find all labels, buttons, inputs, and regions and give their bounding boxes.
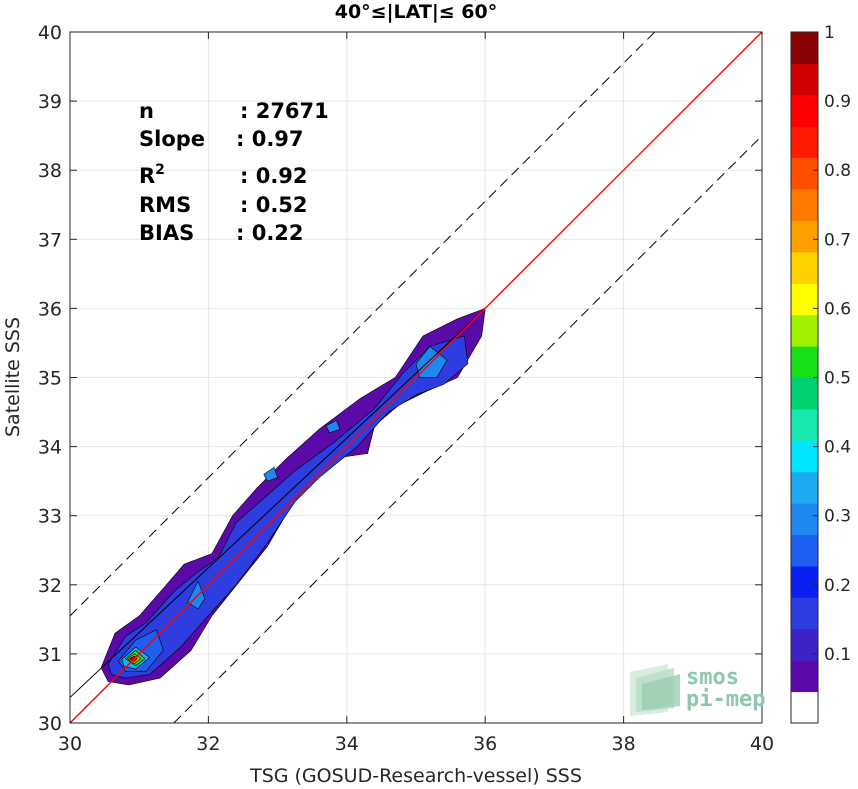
y-tick-label-2: 32: [38, 575, 62, 597]
density-contour-1: [107, 335, 469, 679]
colorbar-segment-12: [791, 314, 818, 347]
smos-pimep-logo: smos pi-mep: [630, 664, 765, 716]
y-tick-label-1: 31: [38, 644, 62, 666]
offset-line-0: [69, 31, 656, 617]
reference-lines: [69, 31, 763, 724]
stat-label-2: R2: [139, 162, 165, 188]
y-tick-label-6: 36: [38, 298, 62, 320]
colorbar-segment-20: [791, 63, 818, 96]
y-tick-label-0: 30: [38, 713, 62, 735]
x-tick-label-2: 34: [335, 733, 359, 755]
stat-label-0: n: [139, 99, 154, 123]
y-tick-label-5: 35: [38, 368, 62, 390]
x-tick-label-3: 36: [473, 733, 497, 755]
stat-label-4: BIAS: [139, 221, 194, 245]
logo-text-top: smos: [686, 665, 739, 690]
colorbar-tick-label-1: 0.2: [824, 576, 851, 596]
identity-line: [69, 31, 763, 724]
x-axis-label: TSG (GOSUD-Research-vessel) SSS: [249, 765, 582, 787]
y-tick-label-10: 40: [38, 22, 62, 44]
colorbar-segment-0: [791, 691, 818, 724]
x-tick-label-0: 30: [58, 733, 82, 755]
stat-label-1: Slope: [139, 127, 205, 151]
stat-superscript-2: 2: [155, 162, 165, 178]
x-tick-label-4: 38: [612, 733, 636, 755]
colorbar-segment-3: [791, 597, 818, 630]
colorbar-tick-label-3: 0.4: [824, 438, 851, 458]
fit-line: [69, 308, 486, 698]
colorbar-tick-label-5: 0.6: [824, 299, 851, 319]
y-tick-label-4: 34: [38, 437, 62, 459]
y-tick-label-3: 33: [38, 506, 62, 528]
density-hotspot-2: [325, 419, 341, 434]
stat-value-3: : 0.52: [240, 193, 308, 217]
colorbar-segment-14: [791, 251, 818, 284]
stat-value-1: : 0.97: [236, 127, 304, 151]
colorbar-segment-7: [791, 471, 818, 504]
colorbar-tick-label-2: 0.3: [824, 507, 851, 527]
colorbar: 0.1 0.2 0.3 0.4 0.5 0.6 0.7 0.8 0.9 1: [790, 23, 851, 724]
colorbar-segment-8: [791, 440, 818, 473]
density-contours: [100, 308, 486, 686]
logo-wave-icon: [630, 664, 680, 716]
colorbar-segment-5: [791, 534, 818, 567]
colorbar-tick-label-6: 0.7: [824, 230, 851, 250]
colorbar-segment-4: [791, 565, 818, 598]
density-hotspot-1: [263, 466, 278, 482]
colorbar-segment-11: [791, 346, 818, 378]
logo-text-bottom: pi-mep: [686, 687, 765, 712]
colorbar-segment-16: [791, 189, 818, 221]
colorbar-segment-10: [791, 377, 818, 410]
colorbar-segment-6: [791, 503, 818, 536]
colorbar-segment-9: [791, 408, 818, 441]
colorbar-tick-label-0: 0.1: [824, 645, 851, 665]
axis-ticks: 30 32 34 36 38 40 30 31 32 33 34 35 36 37 38 39 40: [38, 22, 774, 755]
statistics-box: n : 27671 Slope : 0.97 R2 : 0.92 RMS : 0.52 BIAS…: [139, 99, 329, 245]
colorbar-tick-label-9: 1: [824, 23, 835, 43]
colorbar-segment-17: [791, 157, 818, 190]
stat-label-3: RMS: [139, 193, 191, 217]
colorbar-tick-label-7: 0.8: [824, 161, 851, 181]
y-axis-label: Satellite SSS: [2, 317, 24, 437]
colorbar-segment-1: [791, 660, 818, 693]
stat-value-0: : 27671: [240, 99, 329, 123]
x-tick-label-5: 40: [750, 733, 774, 755]
x-tick-label-1: 32: [196, 733, 220, 755]
colorbar-segment-19: [791, 94, 818, 127]
colorbar-tick-label-8: 0.9: [824, 92, 851, 112]
colorbar-segment-21: [791, 32, 818, 64]
chart-title: 40°≤|LAT|≤ 60°: [335, 1, 498, 23]
colorbar-segment-13: [791, 283, 818, 316]
colorbar-segment-15: [791, 220, 818, 253]
offset-line-1: [173, 135, 763, 724]
colorbar-segment-18: [791, 126, 818, 159]
colorbar-segment-2: [791, 628, 818, 661]
stat-value-2: : 0.92: [240, 164, 308, 188]
y-tick-label-7: 37: [38, 229, 62, 251]
y-tick-label-8: 38: [38, 160, 62, 182]
colorbar-tick-label-4: 0.5: [824, 369, 851, 389]
stat-value-4: : 0.22: [236, 221, 304, 245]
y-tick-label-9: 39: [38, 91, 62, 113]
